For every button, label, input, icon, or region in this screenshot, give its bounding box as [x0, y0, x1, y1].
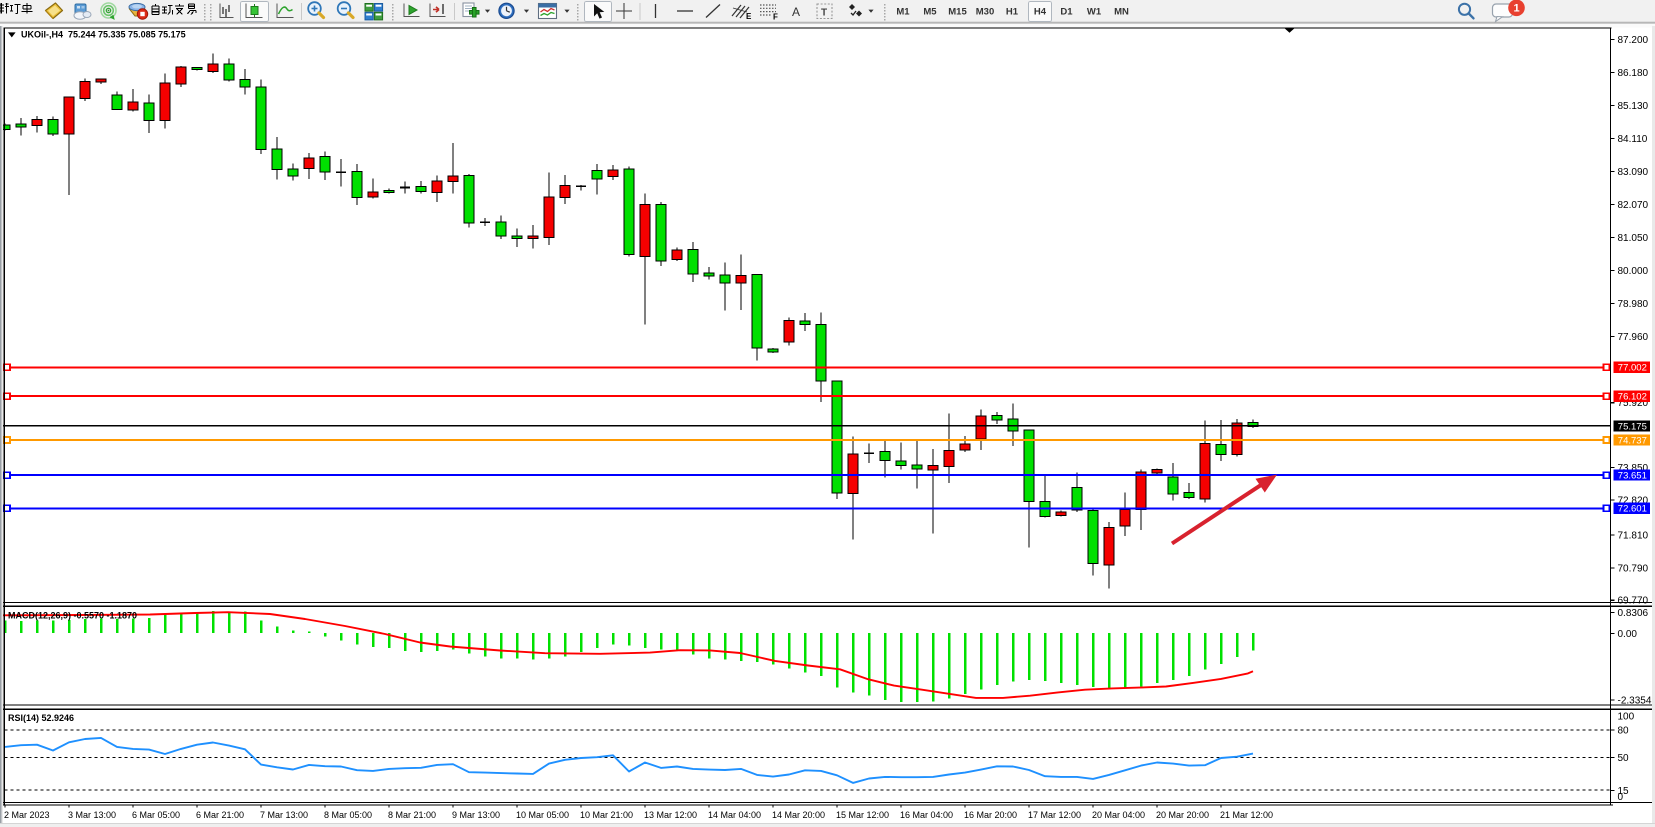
svg-text:84.110: 84.110 — [1618, 134, 1648, 145]
svg-text:100: 100 — [1618, 712, 1635, 723]
svg-text:E: E — [746, 12, 752, 21]
svg-text:75.920: 75.920 — [1618, 398, 1649, 409]
svg-text:83.090: 83.090 — [1618, 167, 1649, 178]
svg-text:16 Mar 04:00: 16 Mar 04:00 — [900, 810, 953, 820]
svg-text:10 Mar 05:00: 10 Mar 05:00 — [516, 810, 569, 820]
svg-text:17 Mar 12:00: 17 Mar 12:00 — [1028, 810, 1081, 820]
svg-text:80: 80 — [1618, 726, 1630, 737]
svg-text:20 Mar 20:00: 20 Mar 20:00 — [1156, 810, 1209, 820]
svg-text:H1: H1 — [1006, 7, 1019, 18]
svg-text:82.070: 82.070 — [1618, 200, 1649, 211]
svg-text:81.050: 81.050 — [1618, 233, 1649, 244]
svg-text:8 Mar 21:00: 8 Mar 21:00 — [388, 810, 436, 820]
svg-text:14 Mar 04:00: 14 Mar 04:00 — [708, 810, 761, 820]
svg-text:20 Mar 04:00: 20 Mar 04:00 — [1092, 810, 1145, 820]
svg-text:1: 1 — [1513, 3, 1519, 15]
svg-text:16 Mar 20:00: 16 Mar 20:00 — [964, 810, 1017, 820]
svg-text:50: 50 — [1618, 753, 1630, 764]
svg-text:M15: M15 — [948, 7, 967, 18]
svg-text:74.737: 74.737 — [1618, 435, 1647, 446]
svg-text:13 Mar 12:00: 13 Mar 12:00 — [644, 810, 697, 820]
svg-text:6 Mar 21:00: 6 Mar 21:00 — [196, 810, 244, 820]
svg-text:78.980: 78.980 — [1618, 299, 1649, 310]
svg-text:80.000: 80.000 — [1618, 266, 1649, 277]
svg-text:3 Mar 13:00: 3 Mar 13:00 — [68, 810, 116, 820]
svg-text:A: A — [792, 5, 800, 19]
svg-text:73.850: 73.850 — [1618, 463, 1649, 474]
svg-text:MACD(12,26,9) -0.5570 -1.1870: MACD(12,26,9) -0.5570 -1.1870 — [8, 610, 137, 620]
svg-text:8 Mar 05:00: 8 Mar 05:00 — [324, 810, 372, 820]
svg-text:RSI(14) 52.9246: RSI(14) 52.9246 — [8, 713, 74, 723]
svg-text:87.200: 87.200 — [1618, 35, 1649, 46]
svg-text:75.175: 75.175 — [1618, 421, 1647, 432]
svg-text:0: 0 — [1618, 792, 1624, 803]
svg-text:15 Mar 12:00: 15 Mar 12:00 — [836, 810, 889, 820]
svg-text:2 Mar 2023: 2 Mar 2023 — [4, 810, 50, 820]
svg-text:76.102: 76.102 — [1618, 392, 1647, 403]
svg-text:72.820: 72.820 — [1618, 496, 1649, 507]
svg-text:H4: H4 — [1034, 7, 1047, 18]
svg-text:7 Mar 13:00: 7 Mar 13:00 — [260, 810, 308, 820]
svg-text:6 Mar 05:00: 6 Mar 05:00 — [132, 810, 180, 820]
svg-text:MN: MN — [1114, 7, 1129, 18]
svg-text:69.770: 69.770 — [1618, 596, 1649, 607]
svg-text:M5: M5 — [923, 7, 937, 18]
svg-text:0.8306: 0.8306 — [1618, 608, 1649, 619]
svg-text:9 Mar 13:00: 9 Mar 13:00 — [452, 810, 500, 820]
svg-text:T: T — [821, 8, 827, 19]
svg-text:71.810: 71.810 — [1618, 531, 1649, 542]
svg-text:72.601: 72.601 — [1618, 504, 1647, 515]
svg-text:0.00: 0.00 — [1618, 629, 1638, 640]
svg-text:77.960: 77.960 — [1618, 332, 1649, 343]
svg-text:21 Mar 12:00: 21 Mar 12:00 — [1220, 810, 1273, 820]
svg-text:70.790: 70.790 — [1618, 564, 1649, 575]
svg-text:86.180: 86.180 — [1618, 68, 1649, 79]
svg-text:UKOil-,H4 75.244 75.335 75.08: UKOil-,H4 75.244 75.335 75.085 75.175 — [21, 29, 186, 39]
svg-text:D1: D1 — [1060, 7, 1073, 18]
svg-text:10 Mar 21:00: 10 Mar 21:00 — [580, 810, 633, 820]
svg-text:77.002: 77.002 — [1618, 363, 1647, 374]
svg-text:M1: M1 — [896, 7, 910, 18]
svg-text:14 Mar 20:00: 14 Mar 20:00 — [772, 810, 825, 820]
svg-text:15: 15 — [1618, 786, 1630, 797]
svg-text:W1: W1 — [1087, 7, 1102, 18]
svg-text:F: F — [773, 13, 778, 22]
svg-text:-2.3354: -2.3354 — [1618, 695, 1652, 706]
svg-text:85.130: 85.130 — [1618, 101, 1649, 112]
svg-text:73.651: 73.651 — [1618, 471, 1647, 482]
svg-text:M30: M30 — [976, 7, 994, 18]
